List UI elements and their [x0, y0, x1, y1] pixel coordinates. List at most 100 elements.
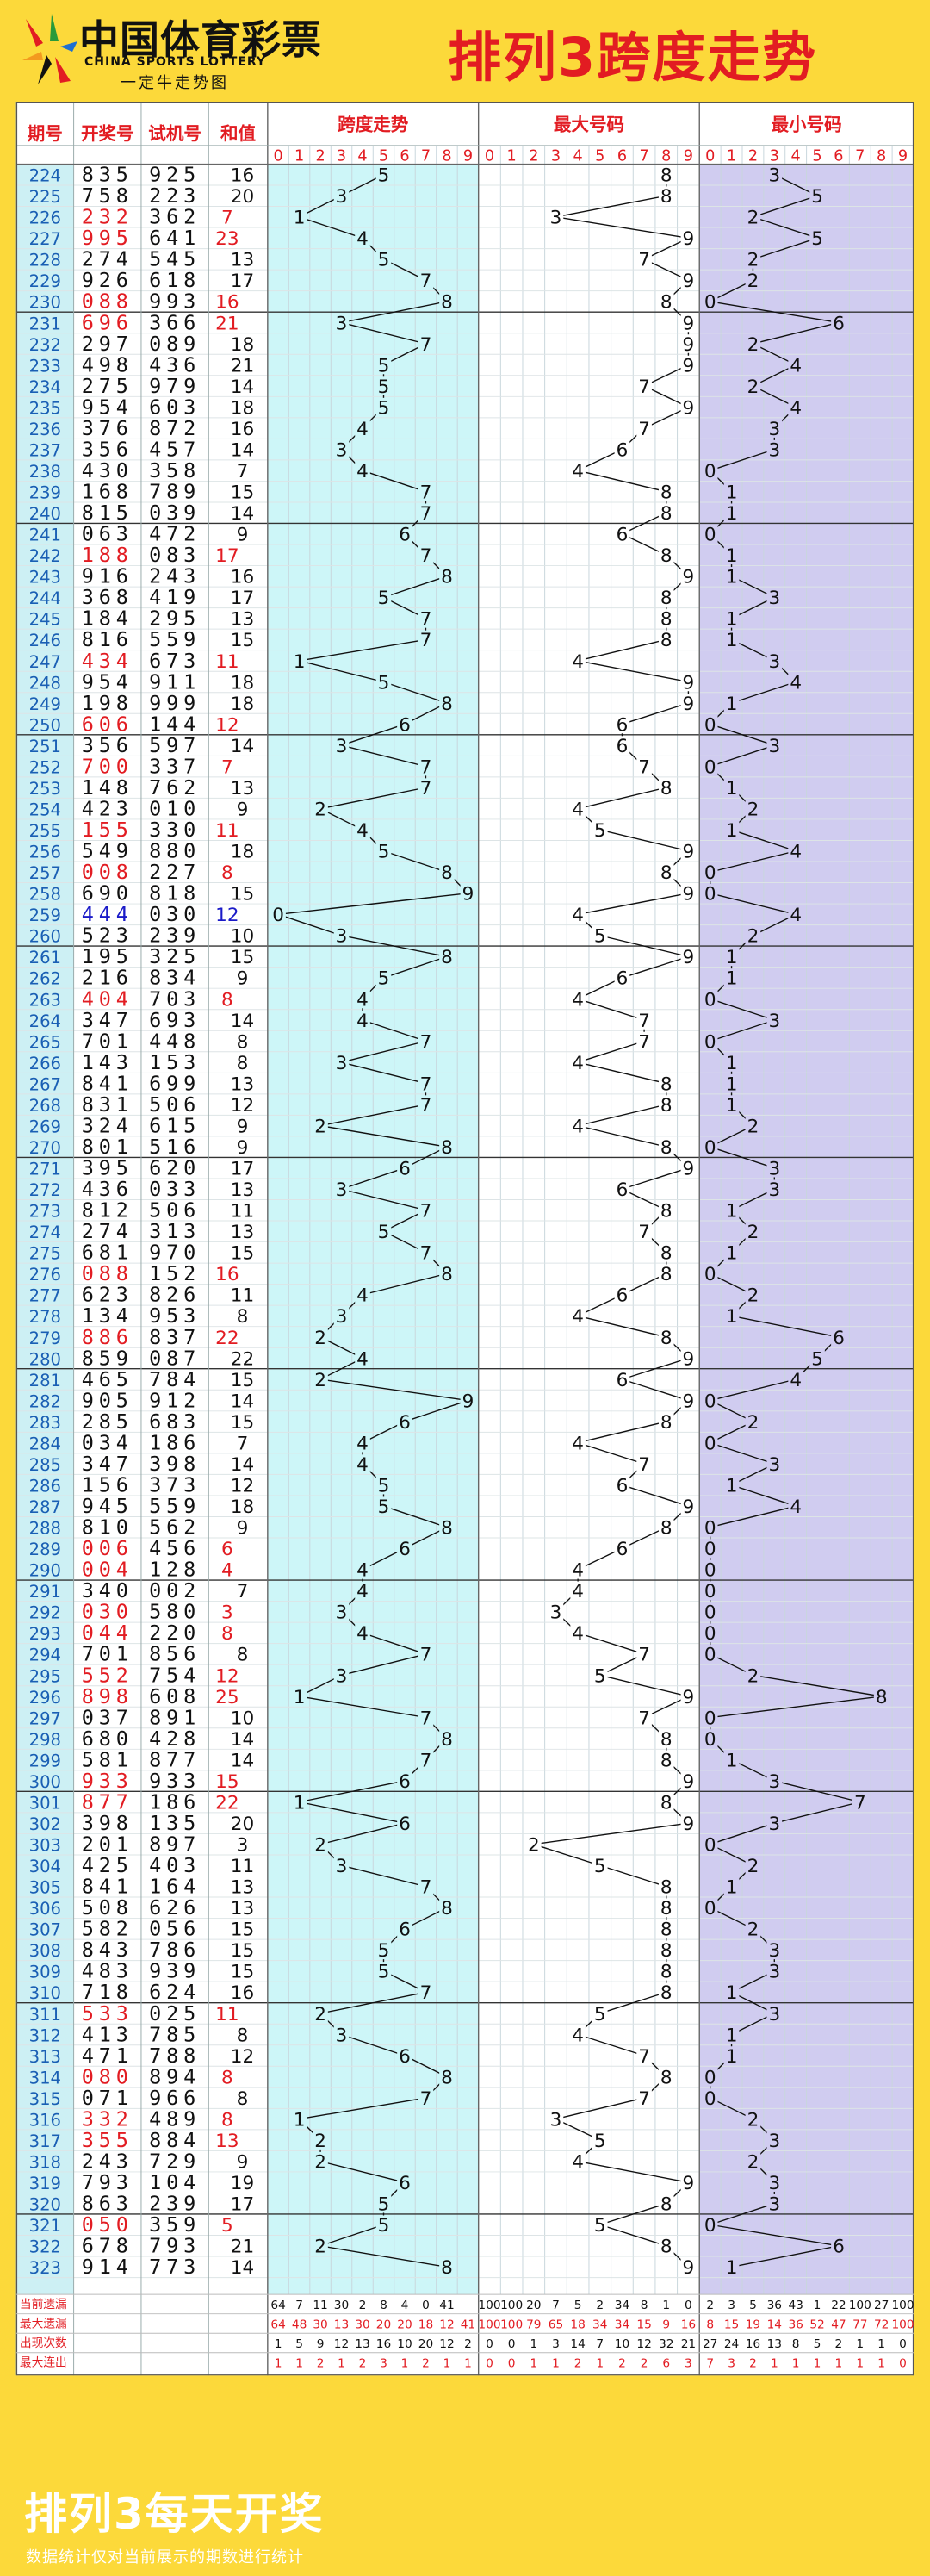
draw-number: 483 [82, 1959, 133, 1983]
trend-point-min: 2 [747, 1665, 760, 1687]
marker-bg [766, 439, 783, 459]
marker-bg [723, 778, 740, 797]
draw-number: 995 [82, 226, 133, 250]
marker-bg [702, 884, 718, 903]
trend-point-max: 8 [660, 1264, 673, 1285]
sum-value: 16 [231, 419, 254, 440]
lottery-logo-icon [22, 14, 78, 84]
marker-bg [831, 2237, 846, 2256]
trend-line-span [319, 1991, 426, 2014]
trend-point-max: 8 [660, 1137, 673, 1159]
draw-number: 347 [82, 1452, 133, 1476]
trend-point-span: 5 [378, 1222, 390, 1243]
period-number: 317 [29, 2131, 61, 2151]
trend-point-min: 1 [726, 1877, 738, 1899]
stat-value: 36 [788, 2318, 803, 2331]
marker-bg [658, 1095, 674, 1114]
trend-line-min [731, 829, 797, 852]
trend-line-span [319, 1822, 406, 1845]
trend-point-max: 4 [572, 989, 584, 1011]
marker-bg [333, 186, 350, 206]
marker-bg [658, 862, 674, 882]
marker-bg [570, 1433, 586, 1453]
period-number: 263 [29, 990, 61, 1010]
trend-line-max [599, 1674, 689, 1697]
trend-point-span: 1 [294, 2109, 306, 2131]
trend-point-span: 7 [420, 630, 432, 651]
stat-value: 8 [706, 2318, 714, 2331]
stat-value: 12 [439, 2337, 454, 2351]
marker-bg [723, 1073, 740, 1093]
test-number: 762 [149, 775, 201, 800]
draw-number: 801 [82, 1135, 133, 1159]
period-number: 301 [29, 1793, 61, 1813]
trend-point-span: 4 [356, 1011, 369, 1032]
sum-value: 15 [215, 1771, 239, 1793]
draw-number: 030 [82, 1600, 133, 1624]
marker-bg [658, 588, 674, 607]
sum-value: 8 [237, 1031, 249, 1053]
stat-value: 1 [275, 2356, 282, 2370]
marker-bg [658, 1328, 674, 1347]
test-number: 243 [149, 564, 201, 588]
marker-bg [313, 1328, 328, 1347]
test-number: 545 [149, 247, 201, 271]
marker-bg [313, 2151, 328, 2171]
sum-value: 22 [215, 1328, 239, 1349]
marker-bg [525, 1834, 542, 1854]
marker-bg [333, 1602, 350, 1621]
draw-number: 134 [82, 1304, 133, 1328]
marker-bg [658, 1243, 674, 1262]
period-number: 267 [29, 1074, 61, 1094]
trend-point-span: 7 [420, 778, 432, 800]
trend-point-span: 8 [441, 1137, 453, 1159]
trend-point-max: 8 [660, 503, 673, 525]
draw-number: 050 [82, 2212, 133, 2237]
test-number: 033 [149, 1177, 201, 1201]
period-number: 304 [29, 1857, 61, 1876]
stat-value: 20 [376, 2318, 391, 2331]
trend-point-max: 9 [683, 2173, 695, 2194]
marker-bg [680, 271, 697, 290]
sum-value: 13 [231, 609, 254, 631]
sum-value: 14 [231, 1011, 254, 1032]
trend-point-min: 0 [704, 2215, 716, 2237]
marker-bg [570, 1116, 586, 1136]
marker-bg [766, 2193, 783, 2213]
stat-value: 20 [526, 2299, 541, 2312]
marker-bg [680, 313, 697, 333]
marker-bg [723, 820, 740, 839]
trend-line-max [577, 638, 666, 662]
stat-value: 16 [681, 2318, 696, 2331]
trend-line-span [299, 660, 384, 683]
trend-point-max: 5 [594, 2215, 606, 2237]
period-number: 248 [29, 673, 61, 693]
marker-bg [658, 630, 674, 650]
draw-number: 886 [82, 1325, 133, 1349]
test-number: 729 [149, 2149, 201, 2173]
trend-point-min: 2 [747, 2109, 760, 2131]
marker-bg [873, 1687, 890, 1706]
trend-line-span [341, 301, 448, 324]
test-number: 877 [149, 1747, 201, 1771]
trend-point-max: 4 [572, 1306, 584, 1328]
marker-bg [658, 1200, 674, 1220]
period-number: 320 [29, 2195, 61, 2215]
trend-point-span: 4 [356, 228, 369, 250]
test-number: 999 [149, 691, 201, 715]
stat-value: 14 [767, 2318, 782, 2331]
trend-line-min [710, 1505, 797, 1528]
trend-point-max: 7 [638, 419, 650, 440]
draw-number: 690 [82, 881, 133, 905]
stat-value: 7 [596, 2337, 604, 2351]
marker-bg [766, 165, 783, 184]
marker-bg [570, 1623, 586, 1643]
sum-value: 9 [237, 1518, 249, 1540]
sum-value: 8 [237, 1053, 249, 1074]
marker-bg [439, 694, 455, 712]
marker-bg [723, 503, 740, 523]
draw-number: 945 [82, 1494, 133, 1518]
marker-bg [418, 1073, 434, 1093]
trend-point-max: 9 [683, 1348, 695, 1370]
marker-bg [658, 1137, 674, 1156]
